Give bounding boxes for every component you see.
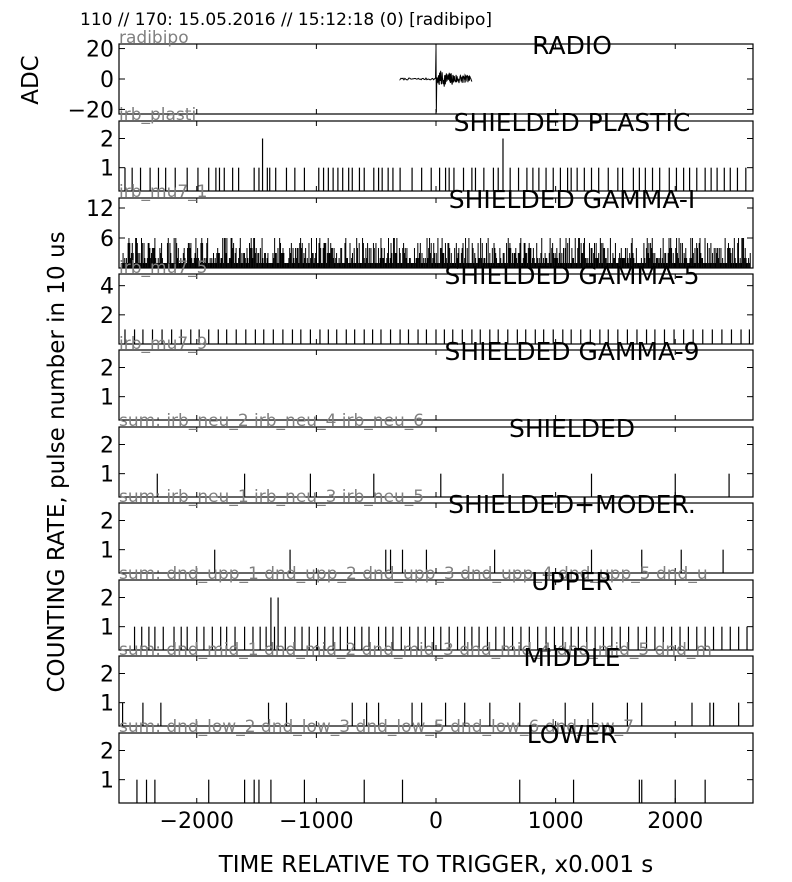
panel-title: SHIELDED GAMMA-I [449, 185, 696, 214]
y-tick-label: 1 [100, 692, 114, 717]
panel-9: 2 1 sum: dnd_low_2 dnd_low_3 dnd_low_5 dnd… [100, 717, 754, 804]
panel-6: 2 1 sum: irb_neu_1 irb_neu_3 irb_neu_5 SHIE… [100, 487, 754, 574]
x-tick-label: −1000 [279, 809, 353, 834]
panel-subtitle: irb_mu7_1 [119, 182, 207, 202]
y-tick-label: 4 [100, 275, 114, 300]
x-tick-label: 0 [429, 809, 443, 834]
panel-frame [118, 732, 754, 804]
panel-7: 2 1 sum: dnd_upp_1 dnd_upp_2 dnd_upp_3 dnd… [100, 564, 754, 651]
y-axis-label-main: COUNTING RATE, pulse number in 10 us [44, 231, 70, 692]
y-axis-label-adc: ADC [18, 55, 44, 105]
panel-4: 2 1 irb_mu7_9 SHIELDED GAMMA-9 [100, 334, 754, 421]
y-tick-label: 6 [100, 227, 114, 252]
y-tick-label: 1 [100, 157, 114, 182]
y-tick-label: 0 [100, 68, 114, 93]
y-tick-label: 2 [100, 304, 114, 329]
x-tick-label: 1000 [528, 809, 584, 834]
y-tick-label: 2 [100, 434, 114, 459]
y-tick-label: 1 [100, 463, 114, 488]
y-tick-label: 2 [100, 357, 114, 382]
panel-subtitle: radibipo [119, 28, 189, 48]
panel-1: 2 1 irb_plasti SHIELDED PLASTIC [100, 105, 754, 192]
panel-3: 4 2 irb_mu7_5 SHIELDED GAMMA-5 [100, 258, 754, 345]
panel-subtitle: irb_mu7_5 [119, 258, 207, 278]
y-tick-label: 1 [100, 539, 114, 564]
panel-subtitle: sum: irb_neu_2 irb_neu_4 irb_neu_6 [119, 411, 424, 431]
x-axis-label: TIME RELATIVE TO TRIGGER, x0.001 s [218, 852, 654, 878]
y-tick-label: 20 [86, 38, 114, 63]
radio-trace [399, 48, 473, 113]
panel-0: 20 0 −20 radibipo RADIO [68, 28, 754, 123]
panel-subtitle: irb_plasti [119, 105, 196, 125]
y-tick-label: 2 [100, 663, 114, 688]
y-tick-label: 1 [100, 616, 114, 641]
y-tick-label: −20 [68, 98, 114, 123]
y-tick-label: 12 [86, 197, 114, 222]
chart-header: 110 // 170: 15.05.2016 // 15:12:18 (0) [… [80, 10, 492, 30]
dense-pulses [120, 238, 751, 268]
y-tick-label: 2 [100, 128, 114, 153]
panel-subtitle: sum: dnd_low_2 dnd_low_3 dnd_low_5 dnd_l… [119, 717, 634, 737]
y-tick-label: 2 [100, 510, 114, 535]
x-tick-label: 2000 [647, 809, 703, 834]
panel-subtitle: irb_mu7_9 [119, 334, 207, 354]
panel-2: 12 6 irb_mu7_1 SHIELDED GAMMA-I [86, 182, 754, 269]
y-tick-label: 2 [100, 587, 114, 612]
panel-frame [118, 655, 754, 727]
panel-title: MIDDLE [523, 643, 620, 672]
y-tick-label: 1 [100, 769, 114, 794]
panel-title: SHIELDED+MODER. [448, 490, 696, 519]
x-tick-label: −2000 [160, 809, 234, 834]
y-tick-label: 1 [100, 386, 114, 411]
panel-subtitle: sum: dnd_mid_1 dnd_mid_2 dnd_mid_3 dnd_m… [119, 640, 712, 660]
panel-title: LOWER [527, 720, 618, 749]
panel-subtitle: sum: dnd_upp_1 dnd_upp_2 dnd_upp_3 dnd_u… [119, 564, 708, 584]
panel-title: SHIELDED GAMMA-5 [444, 261, 699, 290]
panel-8: 2 1 sum: dnd_mid_1 dnd_mid_2 dnd_mid_3 dnd… [100, 640, 754, 727]
panel-title: RADIO [532, 31, 612, 60]
panel-5: 2 1 sum: irb_neu_2 irb_neu_4 irb_neu_6 SHIE… [100, 411, 754, 498]
y-tick-label: 2 [100, 740, 114, 765]
panel-title: SHIELDED GAMMA-9 [444, 337, 699, 366]
panel-subtitle: sum: irb_neu_1 irb_neu_3 irb_neu_5 [119, 487, 424, 507]
panel-title: UPPER [531, 567, 613, 596]
panel-title: SHIELDED PLASTIC [454, 108, 691, 137]
panel-title: SHIELDED [509, 414, 635, 443]
